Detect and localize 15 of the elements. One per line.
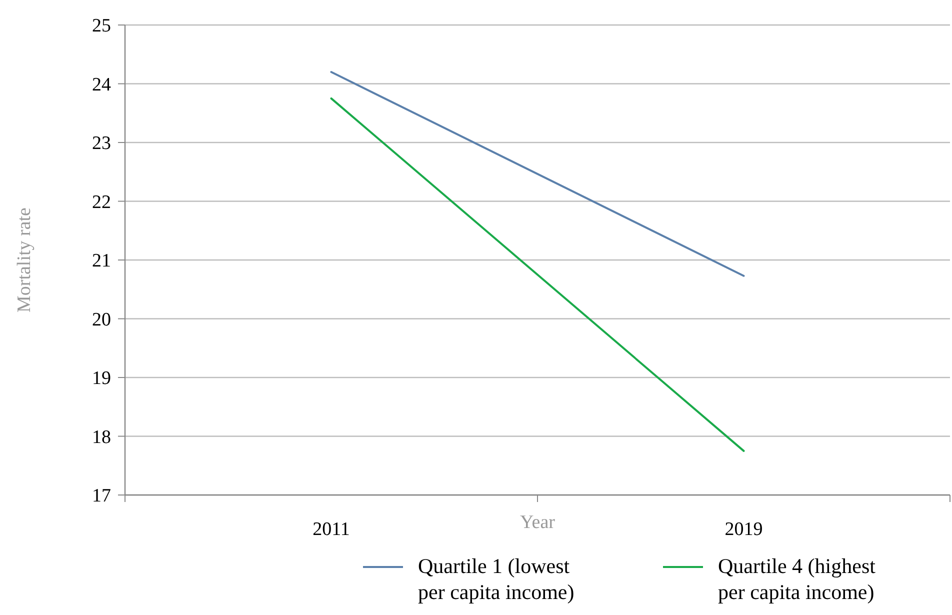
legend-label: Quartile 1 (lowest per capita income) <box>418 554 574 604</box>
y-tick-label: 22 <box>92 192 111 213</box>
y-tick-label: 17 <box>92 486 111 507</box>
legend-label: Quartile 4 (highest per capita income) <box>718 554 876 604</box>
y-tick-label: 25 <box>92 16 111 37</box>
y-tick-label: 23 <box>92 133 111 154</box>
y-tick-label: 20 <box>92 309 111 330</box>
y-tick-label: 18 <box>92 426 111 448</box>
y-tick-label: 21 <box>92 250 111 272</box>
x-tick-label: 2019 <box>724 519 763 540</box>
x-tick-label: 2011 <box>312 519 350 540</box>
x-axis-title: Year <box>520 512 556 533</box>
y-tick-label: 19 <box>92 368 111 390</box>
y-tick-label: 24 <box>92 74 112 96</box>
y-axis-title: Mortality rate <box>14 208 35 312</box>
